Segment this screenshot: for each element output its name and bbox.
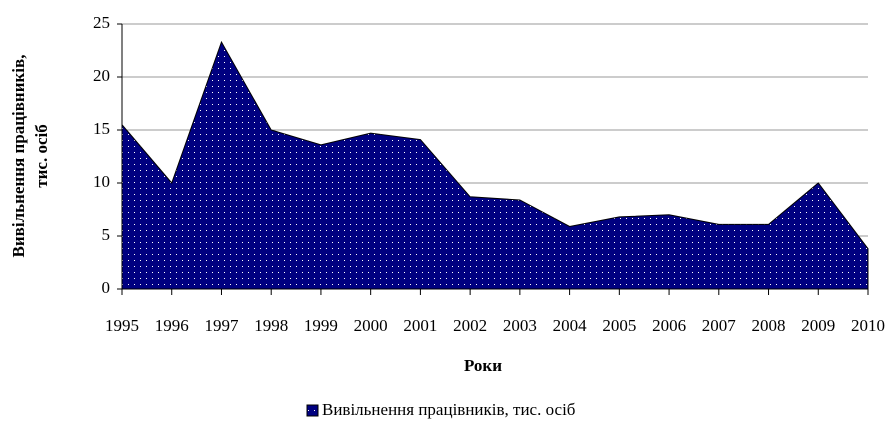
y-tick-label: 15: [93, 119, 110, 138]
x-tick-label: 1999: [304, 316, 338, 335]
x-tick-label: 2007: [702, 316, 737, 335]
x-tick-label: 1998: [254, 316, 288, 335]
x-tick-label: 2001: [403, 316, 437, 335]
x-tick-label: 1997: [204, 316, 239, 335]
y-tick-label: 5: [102, 225, 111, 244]
x-tick-label: 2010: [851, 316, 885, 335]
x-tick-label: 2008: [752, 316, 786, 335]
y-tick-label: 20: [93, 66, 110, 85]
legend-swatch: [306, 404, 319, 417]
x-axis-label: Роки: [464, 356, 502, 375]
legend-label: Вивільнення працівників, тис. осіб: [322, 400, 575, 419]
y-axis-label: Вивільнення працівників,: [9, 55, 28, 258]
x-tick-label: 2004: [553, 316, 588, 335]
x-tick-label: 2005: [602, 316, 636, 335]
y-tick-label: 0: [102, 278, 111, 297]
x-tick-label: 1995: [105, 316, 139, 335]
x-tick-label: 2009: [801, 316, 835, 335]
x-tick-label: 1996: [155, 316, 189, 335]
x-tick-label: 2006: [652, 316, 686, 335]
y-tick-label: 25: [93, 13, 110, 32]
x-tick-label: 2002: [453, 316, 487, 335]
area: [121, 40, 869, 290]
x-tick-label: 2003: [503, 316, 537, 335]
x-tick-label: 2000: [354, 316, 388, 335]
y-axis-label: тис. осіб: [32, 124, 51, 187]
y-tick-label: 10: [93, 172, 110, 191]
